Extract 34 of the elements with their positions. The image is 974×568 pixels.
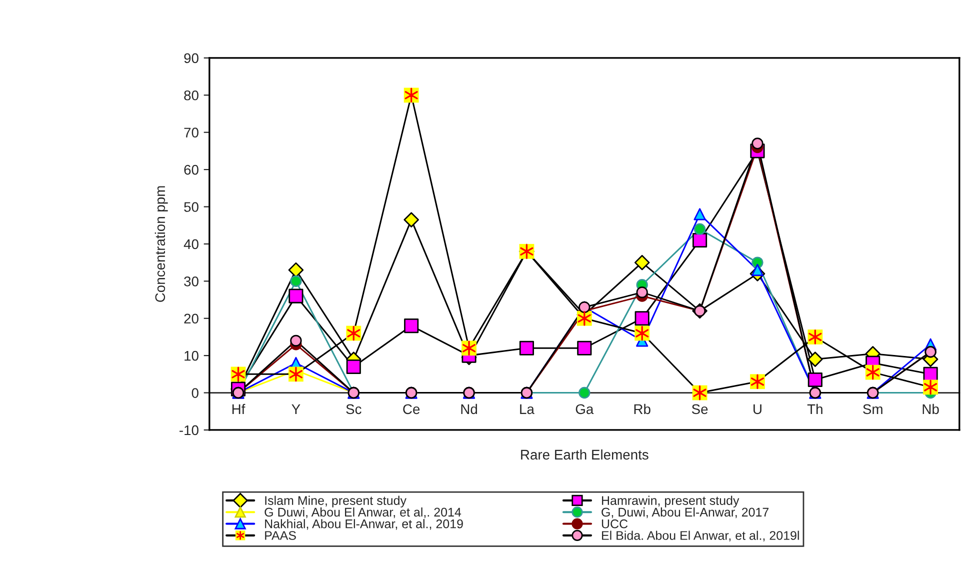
- x-tick-label: Nd: [461, 404, 477, 414]
- legend-label: Nakhial, Abou El-Anwar, et al., 2019: [265, 519, 463, 530]
- x-tick-label: Sc: [346, 404, 362, 414]
- legend-label: El Bida. Abou El Anwar, et al., 2019l: [602, 530, 799, 542]
- legend-label: G, Duwi, Abou El-Anwar, 2017: [602, 507, 769, 518]
- y-tick-label: 10: [184, 350, 198, 361]
- x-tick-label: Rb: [634, 404, 650, 414]
- legend-label: UCC: [602, 519, 628, 528]
- y-tick-label: 0: [192, 388, 198, 398]
- x-tick-label: Ce: [403, 404, 420, 414]
- legend-label: G Duwi, Abou El Anwar, et al,. 2014: [264, 507, 462, 518]
- y-tick-label: 20: [184, 314, 198, 324]
- y-tick-label: 40: [184, 239, 198, 250]
- y-tick-label: 90: [184, 53, 198, 64]
- x-tick-label: Ga: [576, 404, 594, 414]
- legend-label: Hamrawin, present study: [602, 496, 740, 508]
- y-tick-label: -10: [180, 425, 198, 436]
- x-tick-label: Se: [692, 404, 708, 414]
- legend-label: PAAS: [265, 531, 296, 540]
- x-tick-label: La: [520, 404, 534, 414]
- x-tick-label: U: [754, 404, 762, 414]
- y-axis-title: Concentration ppm: [154, 186, 168, 302]
- x-tick-label: Th: [807, 404, 822, 414]
- y-tick-label: 60: [184, 164, 198, 175]
- y-tick-label: 80: [184, 90, 198, 100]
- x-tick-label: Nb: [922, 404, 939, 414]
- y-tick-label: 30: [184, 276, 198, 286]
- y-tick-label: 70: [184, 128, 198, 138]
- legend-label: Islam Mine, present study: [265, 496, 406, 508]
- y-tick-label: 50: [184, 202, 198, 212]
- x-tick-label: Sm: [863, 404, 882, 414]
- x-tick-label: Y: [292, 404, 300, 414]
- x-axis-title: Rare Earth Elements: [521, 449, 648, 460]
- x-tick-label: Hf: [232, 404, 246, 414]
